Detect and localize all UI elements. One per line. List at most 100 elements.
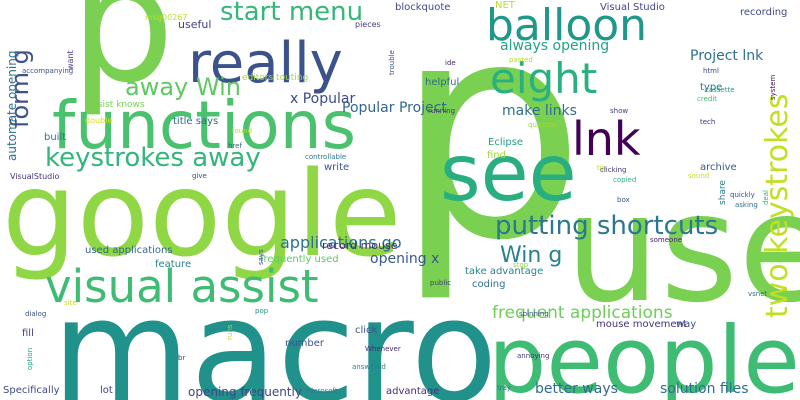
word: clicking: [600, 166, 626, 174]
word: blockquote: [395, 2, 450, 13]
word: eight: [490, 54, 597, 103]
word: always opening: [500, 38, 609, 54]
word: says: [257, 249, 265, 265]
word: opening x: [370, 251, 439, 267]
word: macro: [52, 269, 498, 400]
word: Win g: [500, 243, 562, 268]
word: found: [232, 127, 252, 135]
word: recording: [740, 7, 787, 18]
word: use: [565, 162, 800, 336]
word: x Popular: [290, 91, 355, 107]
word: site: [64, 299, 77, 307]
word: NET: [495, 0, 516, 11]
word: Whenever: [365, 345, 401, 353]
word: make links: [502, 103, 577, 119]
word: annoying: [517, 352, 549, 360]
word: better ways: [535, 381, 618, 397]
word: want: [66, 50, 75, 70]
word: applications go: [280, 233, 402, 252]
word: google: [2, 145, 402, 283]
word: away Win: [125, 73, 241, 101]
word: answered: [352, 363, 386, 371]
word: VisualStudio: [10, 172, 59, 181]
word: automate opening: [5, 51, 19, 161]
word: two keystrokes: [760, 93, 795, 318]
word: running: [428, 107, 455, 115]
word: used applications: [85, 245, 173, 256]
word: vsnet: [748, 290, 768, 298]
word: tray: [497, 384, 511, 392]
word: click: [355, 325, 378, 336]
word: credit: [697, 95, 717, 103]
word: archive: [700, 162, 737, 173]
word: question: [528, 121, 558, 129]
word: p: [70, 0, 175, 119]
word: tech: [700, 118, 715, 126]
word: Visual Studio: [600, 2, 665, 13]
word: advantage: [386, 386, 439, 397]
word: give: [192, 172, 207, 180]
word: helpful: [425, 77, 459, 88]
word: editors touting: [242, 73, 308, 83]
word: tip: [597, 164, 607, 172]
word: msg00267: [145, 13, 188, 22]
word: box: [617, 196, 630, 204]
word: lot: [100, 385, 113, 396]
word: record mouse: [322, 239, 398, 252]
word: option: [26, 348, 34, 370]
word: see: [440, 129, 577, 219]
word: take advantage: [465, 266, 543, 277]
word: putting shortcuts: [495, 211, 718, 241]
word: visual assist: [45, 260, 319, 313]
word: solution files: [660, 381, 749, 397]
word: copied: [613, 176, 636, 184]
word: coding: [472, 279, 505, 290]
word: show: [610, 107, 628, 115]
word: frequent applications: [492, 303, 673, 323]
word: double: [85, 116, 112, 125]
word: href: [228, 142, 242, 150]
word: br: [178, 354, 185, 362]
word: accompanying: [22, 67, 73, 75]
word: share: [718, 180, 728, 205]
word: really: [188, 31, 343, 96]
word: start menu: [220, 0, 363, 27]
word: pop: [255, 307, 269, 315]
word: ide: [445, 59, 456, 67]
word: write: [324, 162, 349, 173]
word: controllable: [305, 153, 346, 161]
word: title says: [173, 116, 218, 127]
word: runs: [226, 324, 234, 340]
word: balloon: [486, 0, 647, 51]
word: lnk: [572, 112, 641, 166]
word: asking: [735, 201, 758, 209]
word: Popular Project: [342, 100, 447, 116]
word: Specifically: [3, 385, 60, 396]
word: system: [769, 75, 777, 100]
word: Project lnk: [690, 48, 764, 64]
word: find: [487, 150, 506, 161]
word: keystrokes away: [45, 143, 261, 173]
word: type: [700, 82, 722, 93]
word: public: [430, 279, 451, 287]
word: feature: [155, 259, 191, 270]
word: mouse movement: [596, 319, 687, 330]
word: people: [488, 307, 800, 400]
word: trouble: [388, 50, 396, 75]
word: microsoft: [305, 387, 338, 395]
word: way: [676, 319, 696, 330]
word: fill: [22, 328, 34, 339]
word: pasted: [509, 56, 533, 64]
word: number: [285, 338, 325, 349]
word: opening frequently: [188, 385, 302, 399]
word: deal: [762, 190, 770, 205]
word: dialog: [25, 310, 46, 318]
word: Eclipse: [488, 137, 523, 148]
word: Assist knows: [87, 100, 145, 110]
word: spinning: [519, 310, 549, 318]
word: html: [703, 67, 719, 75]
word: sound: [688, 172, 709, 180]
word: p: [395, 0, 585, 306]
word: built: [44, 132, 66, 143]
